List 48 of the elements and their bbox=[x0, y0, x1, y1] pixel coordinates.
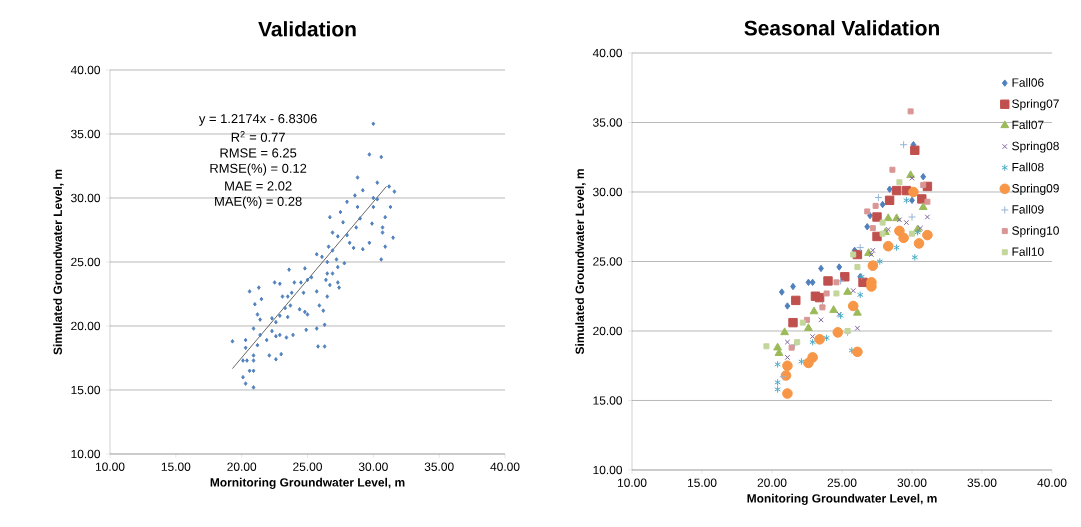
y-tick-label: 40.00 bbox=[592, 48, 623, 58]
x-tick-label: 20.00 bbox=[227, 462, 257, 471]
x-tick-label: 25.00 bbox=[827, 478, 857, 487]
annotation: RMSE = 6.25 bbox=[220, 148, 297, 158]
x-tick-label: 35.00 bbox=[424, 462, 454, 471]
x-tick-label: 10.00 bbox=[95, 462, 125, 471]
y-tick-label: 35.00 bbox=[593, 118, 623, 127]
legend-label: Fall09 bbox=[1012, 204, 1044, 214]
legend-label: Fall08 bbox=[1012, 162, 1044, 172]
x-tick-label: 10.00 bbox=[617, 478, 647, 487]
chart-title: Validation bbox=[258, 21, 356, 37]
y-tick-label: 10.00 bbox=[71, 449, 101, 459]
annotation: RMSE(%) = 0.12 bbox=[210, 163, 307, 176]
x-axis-title: Monitoring Groundwater Level, m bbox=[747, 493, 937, 505]
y-tick-label: 25.00 bbox=[71, 257, 101, 267]
chart-title: Seasonal Validation bbox=[744, 20, 939, 36]
y-tick-label: 30.00 bbox=[593, 187, 623, 197]
legend-label: Fall06 bbox=[1012, 78, 1044, 87]
y-tick-label: 20.00 bbox=[71, 321, 101, 331]
y-tick-label: 15.00 bbox=[71, 385, 101, 395]
x-axis-title: Mornitoring Groundwater Level, m bbox=[210, 477, 405, 489]
annotation: R$^{2}$ = 0.77 bbox=[231, 131, 285, 142]
y-tick-label: 15.00 bbox=[593, 396, 623, 405]
annotation: MAE(%) = 0.28 bbox=[215, 196, 302, 209]
x-tick-label: 20.00 bbox=[757, 478, 787, 487]
legend-label: Spring07 bbox=[1012, 99, 1059, 111]
x-tick-label: 30.00 bbox=[358, 462, 388, 471]
x-tick-label: 15.00 bbox=[161, 462, 191, 471]
x-tick-label: 30.00 bbox=[897, 478, 927, 487]
x-tick-label: 35.00 bbox=[967, 478, 997, 487]
legend-label: Spring10 bbox=[1012, 226, 1059, 238]
legend-label: Spring08 bbox=[1012, 141, 1059, 153]
annotation: MAE = 2.02 bbox=[225, 181, 292, 191]
annotation: y = 1.2174x - 6.8306 bbox=[198, 114, 317, 126]
x-tick-label: 40.00 bbox=[1037, 478, 1067, 487]
y-axis-title: Simulated Groundwater Level, m bbox=[53, 169, 64, 355]
x-tick-label: 15.00 bbox=[687, 478, 717, 487]
y-tick-label: 25.00 bbox=[593, 257, 623, 266]
x-tick-label: 40.00 bbox=[490, 462, 520, 471]
y-tick-label: 40.00 bbox=[70, 65, 101, 75]
legend-label: Spring09 bbox=[1012, 183, 1059, 195]
y-tick-label: 35.00 bbox=[71, 129, 101, 139]
y-tick-label: 20.00 bbox=[593, 326, 623, 336]
legend-label: Fall07 bbox=[1012, 120, 1044, 130]
y-axis-title: Simulated Groundwater Level, m bbox=[575, 169, 586, 355]
y-tick-label: 30.00 bbox=[71, 193, 101, 203]
legend-label: Fall10 bbox=[1012, 247, 1044, 256]
x-tick-label: 25.00 bbox=[293, 462, 322, 471]
